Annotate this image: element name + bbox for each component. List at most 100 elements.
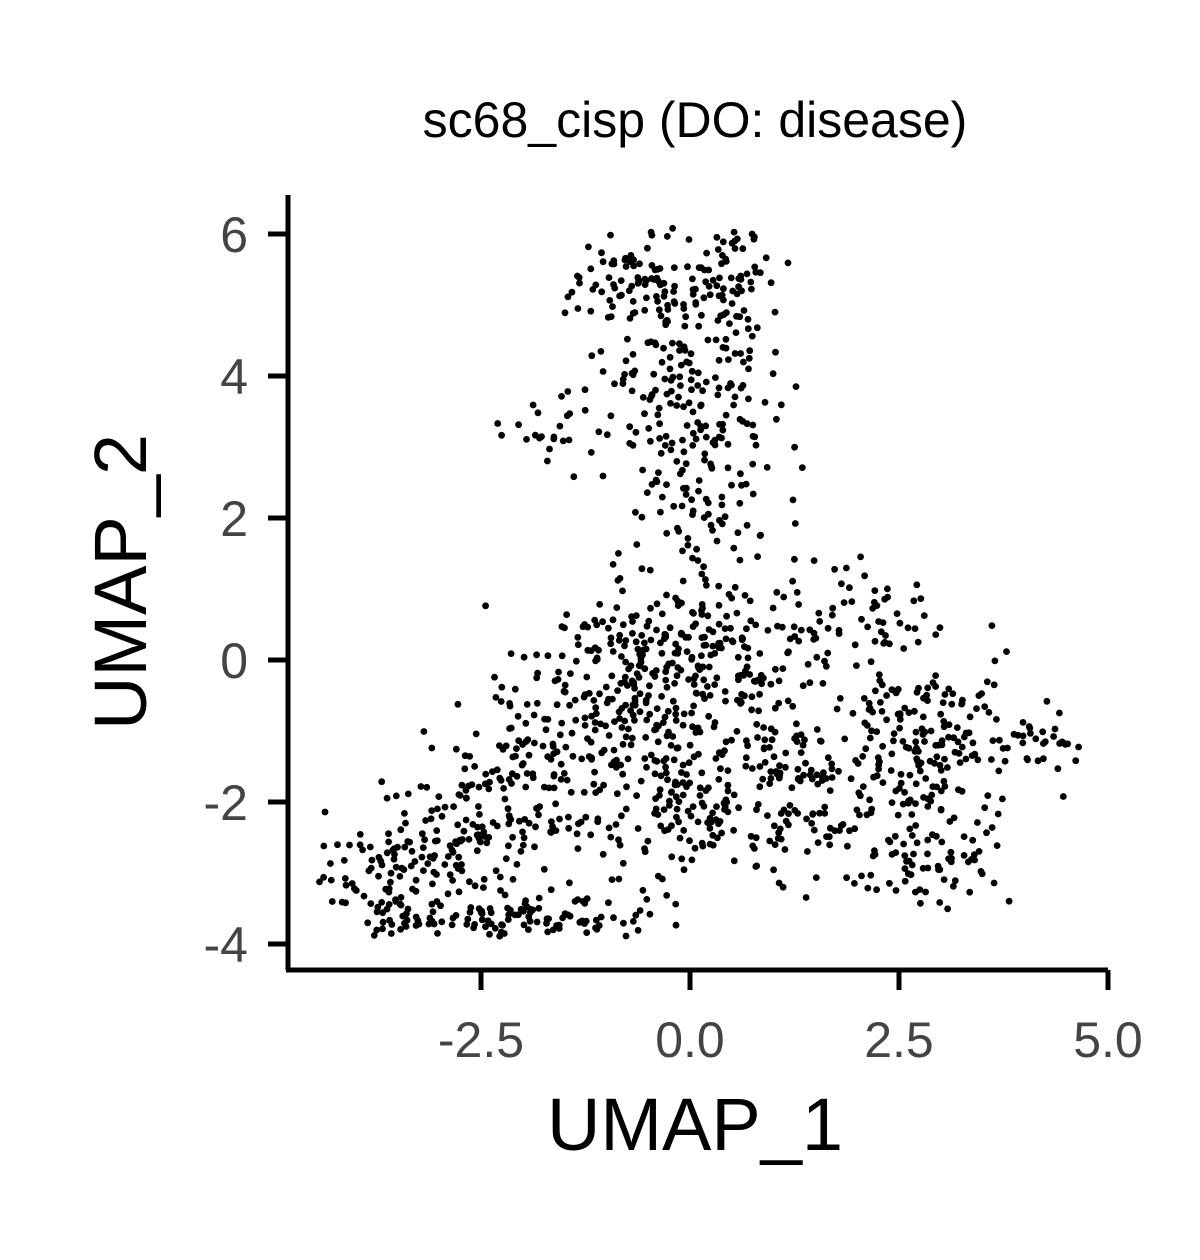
data-point (383, 849, 391, 857)
data-point (950, 734, 957, 742)
data-point (378, 899, 386, 906)
data-point (851, 641, 859, 649)
data-point (507, 724, 515, 732)
data-point (605, 732, 613, 739)
data-point (455, 888, 463, 896)
data-point (780, 593, 788, 601)
data-point (810, 636, 818, 643)
data-point (397, 901, 405, 909)
data-point (619, 621, 627, 629)
data-point (818, 777, 826, 784)
data-point (790, 623, 798, 631)
data-point (689, 408, 697, 416)
data-point (742, 480, 750, 488)
data-point (901, 789, 908, 796)
data-point (636, 260, 643, 268)
data-point (638, 565, 646, 573)
data-point (900, 645, 908, 652)
data-point (712, 336, 720, 344)
data-point (666, 365, 674, 373)
data-point (549, 926, 557, 934)
data-point (912, 822, 920, 829)
data-point (612, 821, 620, 828)
data-point (893, 610, 901, 617)
data-point (521, 816, 529, 823)
data-point (385, 838, 392, 846)
data-point (724, 787, 732, 795)
data-point (896, 716, 904, 723)
data-point (541, 715, 548, 723)
data-point (576, 279, 583, 287)
data-point (679, 436, 686, 444)
data-point (387, 869, 395, 877)
data-point (587, 449, 595, 456)
data-point (802, 759, 809, 767)
y-tick-label: -4 (204, 917, 248, 973)
data-point (523, 701, 531, 708)
data-point (698, 570, 706, 578)
data-point (338, 898, 346, 906)
data-point (668, 387, 675, 395)
data-point (518, 761, 526, 769)
data-point (636, 907, 644, 914)
data-point (694, 663, 702, 671)
data-point (661, 375, 669, 383)
data-point (574, 641, 582, 649)
data-point (715, 384, 723, 392)
data-point (728, 300, 736, 307)
data-point (494, 420, 502, 427)
data-point (1027, 730, 1034, 737)
data-point (683, 771, 690, 778)
data-point (721, 625, 729, 632)
data-point (737, 470, 744, 478)
data-point (615, 550, 622, 557)
data-point (899, 800, 907, 808)
data-point (579, 623, 587, 631)
data-point (748, 230, 756, 238)
data-point (719, 252, 726, 259)
data-point (572, 716, 580, 724)
data-point (905, 797, 912, 805)
data-point (670, 264, 678, 271)
data-point (863, 722, 871, 729)
data-point (745, 365, 752, 373)
data-point (732, 329, 740, 336)
data-point (711, 436, 719, 444)
data-point (473, 831, 481, 839)
data-point (619, 859, 627, 867)
data-point (616, 715, 623, 722)
data-point (599, 472, 607, 480)
data-point (688, 386, 695, 394)
data-point (763, 464, 771, 471)
data-point (619, 587, 626, 595)
data-point (696, 784, 704, 792)
data-point (704, 499, 712, 507)
data-point (937, 787, 945, 795)
data-point (771, 841, 779, 848)
data-point (754, 553, 761, 560)
data-point (808, 775, 816, 783)
data-point (716, 274, 723, 282)
data-point (719, 238, 727, 246)
data-point (507, 650, 515, 657)
data-point (799, 741, 807, 749)
data-point (634, 645, 642, 653)
data-point (912, 800, 919, 807)
data-point (630, 680, 638, 688)
data-point (385, 830, 392, 838)
data-point (533, 699, 541, 707)
data-point (880, 640, 888, 647)
data-point (901, 865, 909, 872)
data-point (489, 768, 496, 775)
data-point (760, 674, 767, 682)
data-point (478, 916, 486, 924)
data-point (689, 723, 696, 731)
data-point (454, 700, 462, 708)
data-point (728, 481, 735, 489)
data-point (927, 797, 935, 805)
data-point (740, 307, 748, 314)
data-point (672, 710, 680, 718)
data-point (599, 850, 607, 858)
data-point (370, 932, 378, 939)
data-point (947, 848, 955, 856)
